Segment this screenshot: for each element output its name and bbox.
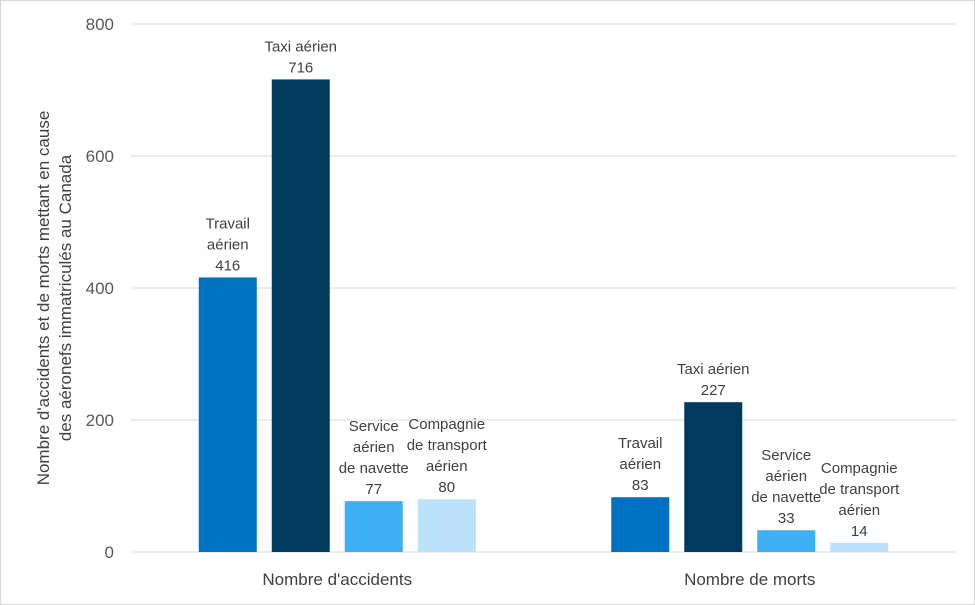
y-tick-label: 200 bbox=[86, 411, 114, 430]
bars bbox=[198, 79, 889, 552]
bar-value-label: 33 bbox=[778, 510, 795, 527]
gridlines bbox=[131, 23, 956, 553]
y-tick-label: 0 bbox=[105, 543, 114, 562]
y-axis-title-line: Nombre d'accidents et de morts mettant e… bbox=[34, 111, 53, 486]
bar-series-label: aérien bbox=[426, 458, 468, 475]
bar-series-label: Compagnie bbox=[408, 416, 485, 433]
bar-series-label: Service bbox=[761, 447, 811, 464]
x-category-label: Nombre de morts bbox=[684, 570, 815, 589]
bar bbox=[344, 501, 403, 552]
bar-value-label: 227 bbox=[701, 382, 726, 399]
bar-value-label: 80 bbox=[438, 479, 455, 496]
y-tick-label: 800 bbox=[86, 15, 114, 34]
bar-value-label: 14 bbox=[851, 523, 868, 540]
y-tick-label: 400 bbox=[86, 279, 114, 298]
bar-series-label: aérien bbox=[838, 502, 880, 519]
bar-series-label: aérien bbox=[353, 439, 395, 456]
y-axis-label: Nombre d'accidents et de morts mettant e… bbox=[34, 111, 75, 486]
bar-series-label: Taxi aérien bbox=[264, 38, 337, 55]
bar bbox=[830, 542, 889, 552]
x-axis-categories: Nombre d'accidents Nombre de morts bbox=[262, 570, 815, 589]
bar-series-label: Travail bbox=[206, 215, 250, 232]
bar-value-label: 416 bbox=[215, 257, 240, 274]
bar-series-label: aérien bbox=[207, 236, 249, 253]
data-labels: 416 aérien Travail 716 Taxi aérien 77 de navet… bbox=[206, 38, 901, 539]
bar bbox=[417, 499, 476, 552]
bar bbox=[757, 530, 816, 552]
y-axis-title-line: des aéronefs immatriculés au Canada bbox=[56, 154, 75, 441]
x-category-label: Nombre d'accidents bbox=[262, 570, 412, 589]
bar-value-label: 83 bbox=[632, 477, 649, 494]
bar-value-label: 716 bbox=[288, 59, 313, 76]
bar-series-label: Compagnie bbox=[821, 460, 898, 477]
bar-series-label: aérien bbox=[619, 456, 661, 473]
bar-value-label: 77 bbox=[365, 481, 382, 498]
bar-series-label: Service bbox=[349, 418, 399, 435]
bar-series-label: de transport bbox=[407, 437, 488, 454]
bar-series-label: de navette bbox=[751, 489, 821, 506]
bar-series-label: Taxi aérien bbox=[677, 361, 750, 378]
bar bbox=[198, 277, 257, 552]
bar-series-label: de navette bbox=[339, 460, 409, 477]
bar-series-label: aérien bbox=[765, 468, 807, 485]
y-tick-label: 600 bbox=[86, 147, 114, 166]
bar-series-label: Travail bbox=[618, 435, 662, 452]
bar-series-label: de transport bbox=[819, 481, 900, 498]
y-axis-ticks: 0 200 400 600 800 bbox=[86, 15, 114, 562]
bar bbox=[684, 402, 743, 552]
bar bbox=[271, 79, 330, 552]
bar bbox=[611, 497, 670, 552]
